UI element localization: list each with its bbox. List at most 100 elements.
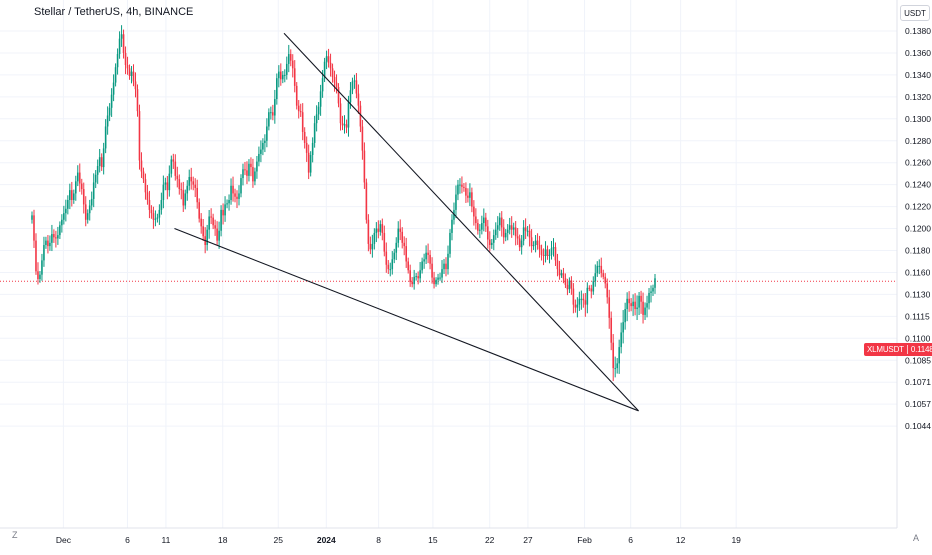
candle-body	[516, 236, 519, 239]
candle-body	[230, 185, 232, 201]
candle-body	[222, 209, 224, 216]
candles	[31, 25, 656, 382]
candle	[327, 48, 330, 68]
candle-body	[188, 176, 191, 186]
candle-body	[409, 270, 411, 282]
auto-scale-button[interactable]: A	[913, 533, 920, 543]
candle	[152, 206, 155, 229]
candle	[522, 220, 525, 246]
candle-body	[218, 230, 220, 241]
candle	[140, 152, 143, 178]
candle	[335, 74, 338, 94]
candle-body	[283, 74, 286, 76]
candle	[47, 235, 49, 254]
candle-body	[118, 38, 121, 55]
candle-body	[367, 219, 370, 244]
price-tick-label: 0.1044	[905, 421, 931, 431]
currency-selector-button[interactable]: USDT	[900, 5, 930, 21]
candle	[148, 190, 151, 219]
candle-body	[604, 276, 607, 284]
candle	[96, 159, 99, 184]
candle-body	[116, 54, 119, 68]
candle-body	[628, 298, 630, 304]
candle-body	[152, 213, 155, 220]
candle	[534, 235, 537, 253]
candle	[492, 229, 495, 251]
candle-body	[562, 273, 565, 279]
candle	[57, 226, 59, 245]
candle	[39, 271, 41, 283]
candle-body	[154, 218, 157, 220]
upper-trendline[interactable]	[283, 32, 639, 412]
candle-body	[186, 185, 189, 194]
candle	[212, 213, 214, 230]
candle	[502, 219, 505, 244]
candle	[281, 71, 284, 84]
candle-body	[650, 291, 652, 293]
candle-body	[504, 232, 507, 238]
candle-body	[425, 252, 427, 260]
trendlines[interactable]	[174, 32, 639, 412]
lower-trendline[interactable]	[174, 228, 639, 412]
candle	[337, 83, 340, 108]
candle-body	[540, 249, 543, 255]
candle-body	[146, 192, 149, 201]
candle	[309, 151, 312, 177]
candle	[200, 213, 202, 234]
candle-body	[632, 301, 634, 307]
time-axis[interactable]: Dec 6 11 18 25 2024 8 15 22 27 Feb 6 12 19	[56, 535, 741, 545]
candle	[345, 119, 348, 134]
candle-body	[238, 193, 240, 199]
candle	[556, 253, 559, 277]
candle-body	[301, 112, 304, 132]
candle-body	[216, 228, 218, 241]
candle-body	[339, 103, 342, 124]
candle-body	[520, 240, 523, 248]
candle	[638, 291, 640, 316]
candle-body	[100, 157, 103, 168]
price-tick-label: 0.1115	[905, 311, 930, 321]
timezone-button[interactable]: Z	[12, 530, 18, 540]
candle	[65, 199, 67, 222]
candle-body	[248, 163, 250, 176]
candle-body	[441, 269, 443, 278]
candle-body	[463, 186, 465, 188]
candle-body	[353, 80, 356, 82]
candle	[429, 250, 431, 270]
candle	[180, 182, 183, 200]
candle-body	[176, 175, 179, 180]
price-tick-label: 0.1320	[905, 92, 931, 102]
candle	[168, 165, 171, 197]
candle	[258, 146, 260, 167]
candle	[624, 302, 626, 330]
candle-body	[467, 195, 469, 198]
candle	[252, 158, 254, 188]
candle	[477, 219, 479, 235]
candle-body	[313, 123, 316, 143]
candle-body	[244, 169, 246, 171]
candle-body	[270, 112, 272, 114]
candle-body	[254, 171, 256, 182]
candle	[518, 234, 521, 252]
candle-body	[578, 298, 581, 305]
candle-body	[536, 240, 539, 246]
price-axis[interactable]: 0.1380 0.1360 0.1340 0.1320 0.1300 0.1280 0.12…	[905, 26, 931, 431]
candle-body	[114, 67, 117, 83]
candle	[238, 185, 240, 206]
candle	[74, 175, 77, 201]
candle-body	[341, 123, 344, 126]
candle	[496, 216, 499, 238]
candle-body	[266, 126, 268, 141]
candle	[45, 236, 47, 249]
candle-body	[86, 213, 89, 220]
candle	[494, 222, 497, 240]
candle	[61, 214, 63, 233]
candle-body	[289, 54, 292, 61]
candle	[170, 155, 173, 178]
candle	[459, 178, 461, 194]
candle-body	[586, 287, 589, 305]
candle-body	[582, 298, 585, 301]
candle	[385, 242, 388, 273]
time-tick-label: 19	[731, 535, 741, 545]
candle	[401, 227, 404, 249]
